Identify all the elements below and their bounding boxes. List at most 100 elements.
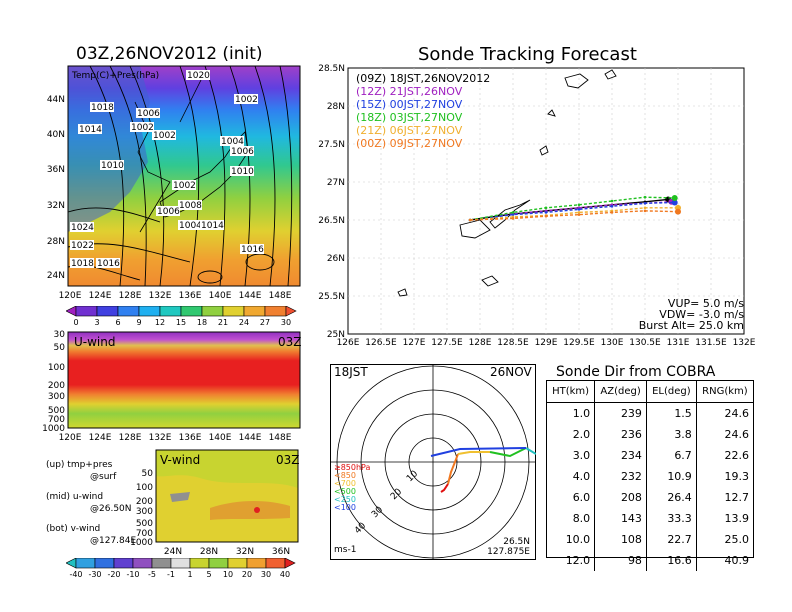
svg-text:128E: 128E [119, 433, 142, 443]
svg-text:1: 1 [187, 570, 192, 579]
left-title: 03Z,26NOV2012 (init) [76, 44, 263, 64]
svg-text:28N: 28N [200, 547, 218, 557]
svg-text:136E: 136E [179, 291, 202, 301]
uwind-label: U-wind [74, 335, 115, 349]
svg-text:27: 27 [260, 318, 270, 327]
table-cell: 13.9 [724, 512, 750, 525]
svg-text:<850: <850 [334, 471, 356, 480]
x-tick-label: 127.5E [431, 338, 463, 348]
hodograph [430, 447, 536, 493]
track-point [671, 194, 678, 201]
polar-legend: ≥850hPa <850 <700 <500 <250 <100 [334, 463, 371, 512]
svg-text:124E: 124E [89, 291, 112, 301]
svg-text:144E: 144E [239, 291, 262, 301]
svg-text:30: 30 [261, 570, 271, 579]
svg-text:1004: 1004 [221, 137, 244, 147]
map-frame [67, 65, 301, 287]
track-point [577, 203, 581, 207]
vdw-text: VDW= -3.0 m/s [659, 308, 744, 321]
svg-text:1004: 1004 [179, 221, 202, 231]
x-tick-label: 128E [469, 338, 492, 348]
table-row: 3.0 234 6.7 22.6 [547, 445, 753, 466]
x-tick-label: 127E [403, 338, 426, 348]
track-point [544, 214, 548, 218]
svg-text:0: 0 [73, 318, 78, 327]
table-cell: 1.0 [547, 402, 596, 424]
svg-text:128E: 128E [119, 291, 142, 301]
svg-text:32N: 32N [236, 547, 254, 557]
track-point [643, 195, 647, 199]
x-tick-label: 131E [667, 338, 690, 348]
sonde-table: HT(km) AZ(deg) EL(deg) RNG(km) 1.0 239 1.5… [547, 381, 753, 571]
svg-text:30: 30 [54, 330, 66, 340]
svg-text:140E: 140E [209, 433, 232, 443]
vwind-time: 03Z [276, 453, 300, 467]
svg-text:6: 6 [115, 318, 120, 327]
polar-lon: 127.875E [487, 547, 530, 557]
vup-text: VUP= 5.0 m/s [667, 297, 744, 310]
table-cell: 208 [594, 487, 647, 508]
x-tick-label: 126.5E [365, 338, 397, 348]
table-row: 8.0 143 33.3 13.9 [547, 508, 753, 529]
y-tick-label: 28.5N [318, 64, 345, 74]
svg-text:1022: 1022 [71, 241, 94, 251]
svg-text:20: 20 [242, 570, 252, 579]
y-tick-label: 27N [327, 178, 345, 188]
col-header: AZ(deg) [594, 381, 647, 403]
track-y-ticks: 28.5N 28N 27.5N 27N 26.5N 26N 25.5N 25N [318, 64, 345, 340]
table-cell: 239 [594, 402, 647, 424]
svg-text:136E: 136E [179, 433, 202, 443]
y-tick-label: 28N [327, 102, 345, 112]
polar-rings [330, 364, 536, 560]
svg-text:15: 15 [176, 318, 186, 327]
svg-text:1000: 1000 [130, 538, 153, 548]
table-cell: 234 [594, 445, 647, 466]
svg-text:1006: 1006 [231, 147, 254, 157]
svg-text:<100: <100 [334, 503, 356, 512]
note-up2: @surf [90, 472, 117, 482]
table-cell: 33.3 [646, 508, 697, 529]
svg-text:<250: <250 [334, 495, 356, 504]
svg-text:1000: 1000 [42, 424, 65, 434]
svg-text:1018: 1018 [71, 259, 94, 269]
track-point [643, 201, 647, 205]
svg-text:132E: 132E [149, 291, 172, 301]
svg-text:-30: -30 [88, 570, 101, 579]
continent-shade [68, 66, 150, 232]
table-cell: 2.0 [547, 424, 596, 445]
track-point [577, 208, 581, 211]
x-tick-label: 132E [733, 338, 756, 348]
track-title: Sonde Tracking Forecast [418, 44, 637, 65]
svg-text:30: 30 [281, 318, 291, 327]
table-cell: 3.0 [547, 445, 596, 466]
table-cell: 4.0 [547, 466, 596, 487]
svg-text:100: 100 [48, 363, 65, 373]
track-legend-item: (15Z) 00JST,27NOV [356, 98, 463, 111]
svg-text:44N: 44N [47, 95, 65, 105]
x-tick-label: 126E [337, 338, 360, 348]
table-cell: 1.5 [646, 402, 697, 424]
y-tick-label: 25.5N [318, 292, 345, 302]
svg-text:500: 500 [136, 519, 153, 529]
track-chart: 126E 126.5E 127E 127.5E 128E 128.5E 129E 129.5E… [318, 64, 756, 348]
svg-text:<500: <500 [334, 487, 356, 496]
x-tick-label: 130.5E [629, 338, 661, 348]
svg-text:1006: 1006 [157, 207, 180, 217]
svg-text:1002: 1002 [131, 123, 154, 133]
svg-text:≥850hPa: ≥850hPa [334, 463, 371, 472]
svg-text:10: 10 [223, 570, 233, 579]
svg-text:9: 9 [136, 318, 141, 327]
svg-text:1018: 1018 [91, 103, 114, 113]
table-cell: 24.6 [724, 428, 750, 441]
polar-time: 18JST [334, 365, 368, 379]
svg-text:50: 50 [142, 469, 154, 479]
svg-text:18: 18 [197, 318, 207, 327]
vwind-label: V-wind [160, 453, 200, 467]
table-row: 4.0 232 10.9 19.3 [547, 466, 753, 487]
track-legend: (09Z) 18JST,26NOV2012 (12Z) 21JST,26NOV … [356, 72, 490, 150]
sonde-table-title: Sonde Dir from COBRA [556, 364, 716, 380]
svg-text:100: 100 [136, 483, 153, 493]
table-cell: 22.6 [724, 449, 750, 462]
table-cell: 25.0 [724, 533, 750, 546]
track-point [610, 205, 614, 208]
